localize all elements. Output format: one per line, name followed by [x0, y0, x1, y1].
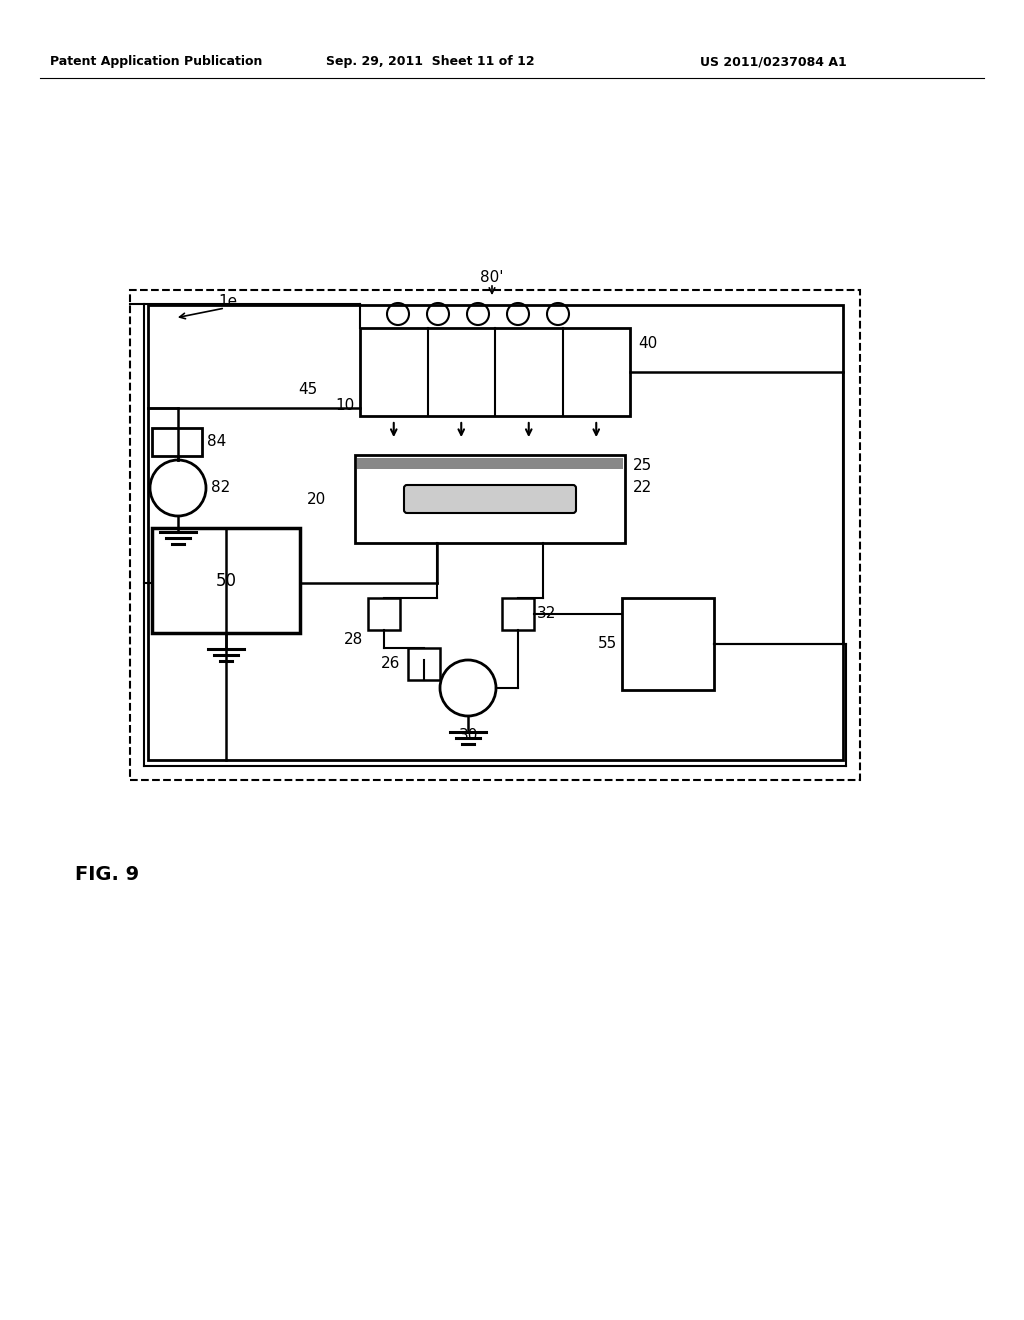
- Text: 30: 30: [459, 729, 477, 743]
- Bar: [368, 598, 400, 630]
- Text: 22: 22: [633, 480, 652, 495]
- Text: 40: 40: [638, 335, 657, 351]
- Text: 45: 45: [298, 383, 317, 397]
- Text: 84: 84: [207, 434, 226, 450]
- Bar: [130, 290, 860, 780]
- Text: 20: 20: [307, 491, 327, 507]
- FancyBboxPatch shape: [404, 484, 575, 513]
- Bar: [152, 428, 202, 455]
- Text: Sep. 29, 2011  Sheet 11 of 12: Sep. 29, 2011 Sheet 11 of 12: [326, 55, 535, 69]
- Text: 10: 10: [336, 397, 354, 412]
- Bar: [502, 598, 534, 630]
- Text: 25: 25: [633, 458, 652, 473]
- Text: FIG. 9: FIG. 9: [75, 866, 139, 884]
- Text: 80': 80': [480, 271, 504, 285]
- Text: US 2011/0237084 A1: US 2011/0237084 A1: [700, 55, 847, 69]
- Bar: [357, 458, 623, 469]
- Bar: [408, 648, 440, 680]
- Bar: [148, 305, 843, 760]
- Text: 55: 55: [598, 636, 617, 652]
- Bar: [355, 455, 625, 543]
- Text: 1e: 1e: [218, 294, 238, 309]
- Text: Patent Application Publication: Patent Application Publication: [50, 55, 262, 69]
- Bar: [152, 528, 300, 634]
- Text: 32: 32: [537, 606, 556, 620]
- Text: 26: 26: [381, 656, 400, 672]
- Bar: [622, 598, 714, 690]
- Text: 50: 50: [215, 572, 237, 590]
- Text: 82: 82: [211, 480, 230, 495]
- Bar: [360, 327, 630, 416]
- Text: 28: 28: [344, 632, 362, 648]
